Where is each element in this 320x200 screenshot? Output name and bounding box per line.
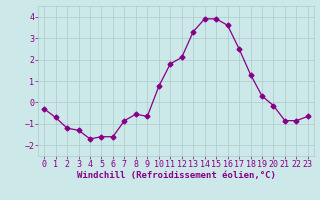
X-axis label: Windchill (Refroidissement éolien,°C): Windchill (Refroidissement éolien,°C) xyxy=(76,171,276,180)
